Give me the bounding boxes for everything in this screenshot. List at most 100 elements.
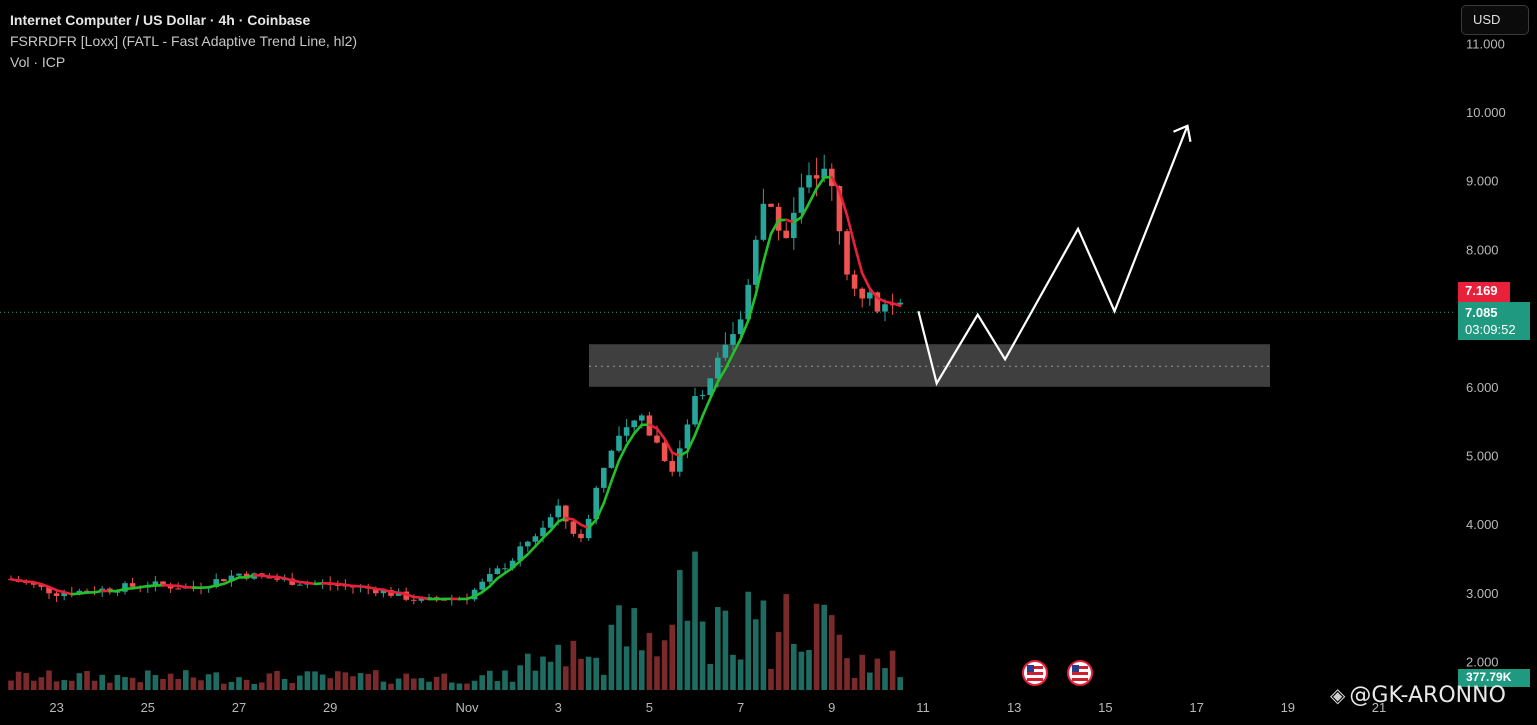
candle-body (487, 574, 493, 582)
volume-bar (722, 610, 729, 690)
volume-bar (122, 677, 128, 690)
watermark-text: @GK-ARONNO (1349, 683, 1506, 708)
volume-bar (426, 681, 432, 690)
trend-line-segment (404, 593, 416, 599)
flag-canton (1027, 665, 1034, 672)
y-axis-tick: 10.000 (1466, 105, 1506, 120)
y-axis-tick: 8.000 (1466, 242, 1499, 257)
trend-line-segment (853, 243, 864, 275)
candle-body (836, 186, 843, 232)
volume-bar (84, 671, 90, 690)
candle-body (753, 239, 759, 285)
trend-line-segment (556, 516, 568, 523)
trend-line-segment (746, 293, 758, 323)
trend-line-segment (511, 559, 522, 570)
volume-bar (259, 682, 265, 690)
volume-bar (471, 680, 478, 690)
volume-bar (768, 668, 774, 690)
watermark: ◈ @GK-ARONNO (1330, 683, 1506, 708)
trend-line-segment (860, 271, 872, 290)
bar-countdown: 03:09:52 (1465, 322, 1516, 337)
candle-body (129, 583, 136, 587)
volume-bar (449, 682, 455, 690)
y-axis-tick: 5.000 (1466, 449, 1499, 464)
candle-body (813, 175, 820, 179)
currency-button[interactable]: USD (1461, 5, 1529, 35)
candle-body (213, 579, 219, 587)
trend-line-segment (473, 590, 484, 598)
volume-bar (631, 608, 637, 690)
volume-bar (593, 657, 599, 690)
prev-price-tag: 7.169 (1458, 282, 1510, 302)
volume-bar (479, 675, 485, 690)
volume-label[interactable]: Vol · ICP (10, 54, 66, 70)
volume-bar (730, 654, 736, 690)
volume-bar (274, 670, 280, 690)
y-axis-tick: 3.000 (1466, 586, 1499, 601)
trend-line-segment (868, 287, 879, 300)
candle-body (692, 396, 698, 425)
trend-line-segment (663, 437, 674, 455)
volume-bar (411, 678, 417, 690)
candle-body (867, 292, 873, 299)
trend-line-segment (207, 584, 218, 589)
candle-body (547, 517, 554, 528)
trend-line-segment (526, 544, 537, 556)
volume-bar (570, 640, 577, 690)
volume-bar (555, 644, 561, 690)
flag-stripe (1072, 666, 1088, 669)
indicator-label[interactable]: FSRRDFR [Loxx] (FATL - Fast Adaptive Tre… (10, 33, 358, 49)
volume-bar (107, 682, 113, 690)
volume-bar (23, 673, 29, 690)
candle-body (335, 585, 341, 587)
y-axis-tick: 2.000 (1466, 655, 1499, 670)
candle-body (563, 505, 569, 522)
trend-line-segment (496, 571, 507, 580)
projection-arrowhead (1173, 124, 1192, 142)
trend-line-segment (465, 595, 476, 601)
volume-bar (585, 656, 592, 690)
trend-line-segment (366, 585, 378, 591)
trend-line-segment (784, 218, 796, 224)
candle-body (61, 592, 67, 597)
symbol-title[interactable]: Internet Computer / US Dollar · 4h · Coi… (10, 12, 311, 28)
volume-bar (601, 674, 607, 690)
x-axis-tick: 29 (323, 700, 337, 715)
x-axis-tick: 25 (141, 700, 155, 715)
volume-bar (844, 658, 850, 690)
volume-bar (623, 646, 630, 690)
candle-body (411, 599, 417, 601)
candle-body (540, 527, 546, 537)
volume-bar (319, 674, 326, 690)
volume-bar (46, 670, 52, 690)
volume-bar (525, 653, 531, 690)
candle-body (722, 344, 729, 358)
volume-bar (251, 683, 257, 690)
volume-bar (874, 658, 881, 690)
candle-body (373, 588, 379, 594)
volume-bar (99, 674, 105, 690)
candle-body (707, 378, 713, 396)
trend-line-segment (701, 397, 712, 418)
volume-bar (304, 671, 311, 690)
trend-line-segment (587, 518, 598, 530)
volume-bar (388, 683, 394, 690)
us-flag-icon[interactable] (1067, 660, 1093, 686)
volume-bar (836, 634, 843, 690)
volume-bar (152, 675, 159, 690)
candle-body (160, 581, 166, 586)
volume-bar (882, 668, 888, 690)
candle-body (859, 288, 865, 299)
volume-bar (851, 677, 858, 690)
volume-bar (897, 677, 903, 690)
candle-body (297, 584, 303, 586)
volume-bar (312, 671, 318, 690)
candle-body (798, 187, 805, 213)
us-flag-icon[interactable] (1022, 660, 1048, 686)
candle-body (715, 357, 721, 379)
candle-body (616, 435, 622, 451)
trend-line-segment (32, 580, 43, 586)
y-axis-tick: 4.000 (1466, 517, 1499, 532)
trend-line-segment (739, 319, 750, 341)
